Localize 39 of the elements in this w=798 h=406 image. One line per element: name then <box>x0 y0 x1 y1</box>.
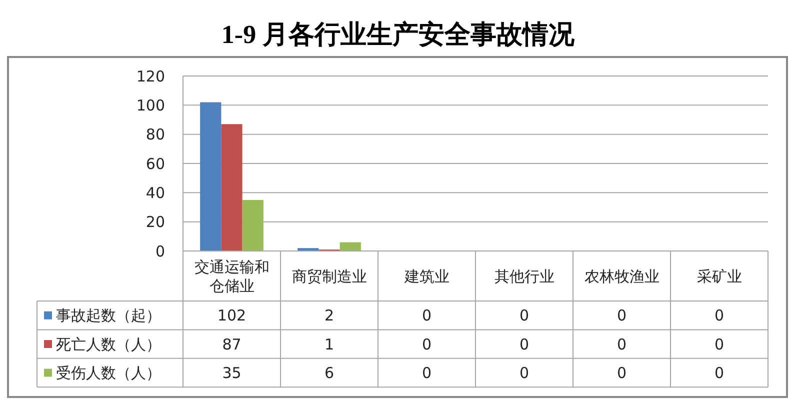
data-label: 0 <box>519 335 530 354</box>
bar <box>221 124 242 251</box>
x-tick-label: 商贸制造业 <box>292 267 367 286</box>
legend-label: 事故起数（起） <box>56 306 161 325</box>
x-tick-label: 采矿业 <box>696 267 742 286</box>
data-label: 2 <box>324 306 334 325</box>
y-tick-label: 80 <box>146 126 165 144</box>
x-tick-label: 建筑业 <box>403 267 450 286</box>
data-label: 0 <box>714 335 724 354</box>
data-label: 87 <box>222 335 242 354</box>
data-label: 0 <box>714 364 724 382</box>
data-label: 6 <box>324 364 334 382</box>
bar <box>242 200 264 251</box>
bar <box>340 242 361 251</box>
x-tick-label: 农林牧渔业 <box>584 267 660 286</box>
x-tick-label: 其他行业 <box>494 267 554 286</box>
legend-label: 死亡人数（人） <box>56 335 161 354</box>
x-tick-label: 交通运输和仓储业 <box>194 258 270 295</box>
data-label: 0 <box>519 306 530 325</box>
data-label: 0 <box>422 306 432 325</box>
data-label: 102 <box>217 306 246 325</box>
data-label: 0 <box>616 364 627 382</box>
data-label: 0 <box>714 306 724 325</box>
y-tick-label: 120 <box>136 67 165 86</box>
y-tick-label: 0 <box>155 242 165 260</box>
data-label: 0 <box>519 364 530 382</box>
data-label: 35 <box>222 364 242 382</box>
bar <box>200 102 222 251</box>
chart-title: 1-9 月各行业生产安全事故情况 <box>221 20 576 49</box>
y-tick-label: 20 <box>146 213 165 232</box>
data-label: 0 <box>422 364 432 382</box>
legend-label: 受伤人数（人） <box>56 364 161 382</box>
data-label: 0 <box>616 335 627 354</box>
data-label: 1 <box>324 335 334 354</box>
y-tick-label: 100 <box>136 96 165 114</box>
y-tick-label: 60 <box>146 154 165 173</box>
data-label: 0 <box>616 306 627 325</box>
data-label: 0 <box>422 335 432 354</box>
y-tick-label: 40 <box>146 184 165 202</box>
